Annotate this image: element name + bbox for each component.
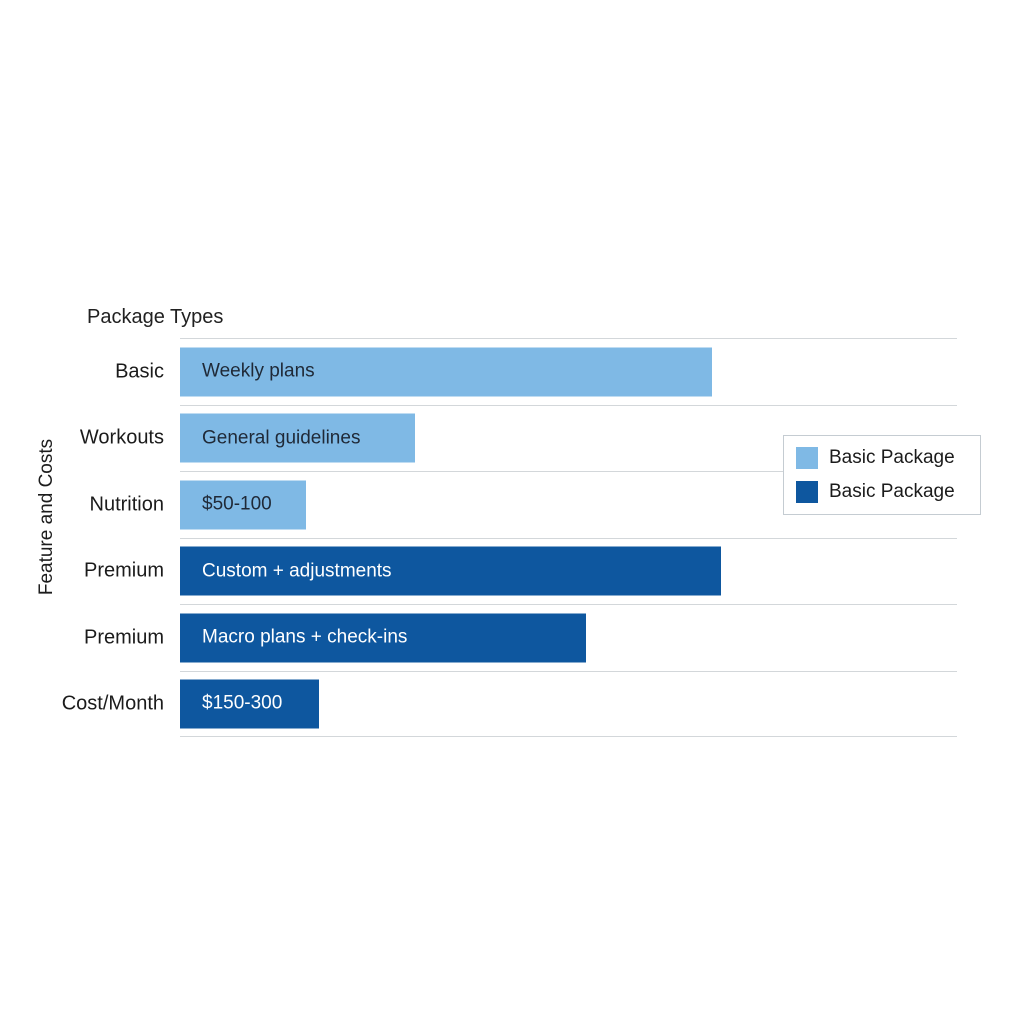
bar-row: Workouts General guidelines [80, 404, 957, 472]
bar: Weekly plans [180, 347, 713, 397]
bar: $150-300 [180, 679, 320, 729]
plot-area: Basic Weekly plans Workouts General guid… [62, 338, 957, 737]
category-label: Workouts [79, 426, 164, 449]
bar-row: Premium Custom + adjustments [84, 537, 957, 605]
bar-row: Nutrition $50-100 [90, 471, 957, 538]
legend-label: Basic Package [829, 481, 955, 502]
bar-label: Weekly plans [202, 360, 315, 382]
bar-label: Macro plans + check-ins [202, 626, 408, 648]
bar: $50-100 [180, 480, 306, 530]
chart-title: Package Types [87, 306, 224, 328]
bar: Custom + adjustments [180, 546, 721, 596]
category-label: Premium [83, 559, 164, 582]
bar-label: Custom + adjustments [202, 560, 392, 582]
category-label: Basic [115, 360, 164, 383]
legend: Basic Package Basic Package [783, 435, 981, 515]
bar: General guidelines [180, 413, 415, 463]
bar-row: Premium Macro plans + check-ins [84, 604, 957, 671]
category-label: Premium [83, 626, 164, 649]
legend-swatch-premium [796, 481, 818, 503]
legend-label: Basic Package [829, 447, 955, 468]
legend-swatch-basic [796, 447, 818, 469]
bar: Macro plans + check-ins [180, 613, 586, 663]
bar-row: Basic Weekly plans [115, 338, 957, 405]
legend-item: Basic Package [796, 481, 968, 503]
category-label: Cost/Month [61, 692, 164, 715]
bar-label: General guidelines [202, 427, 361, 449]
bar-label: $50-100 [202, 493, 272, 515]
category-label: Nutrition [89, 493, 164, 516]
y-axis-label: Feature and Costs [36, 438, 57, 596]
bar-label: $150-300 [202, 692, 283, 714]
legend-item: Basic Package [796, 447, 968, 469]
bar-row: Cost/Month $150-300 [62, 670, 957, 737]
